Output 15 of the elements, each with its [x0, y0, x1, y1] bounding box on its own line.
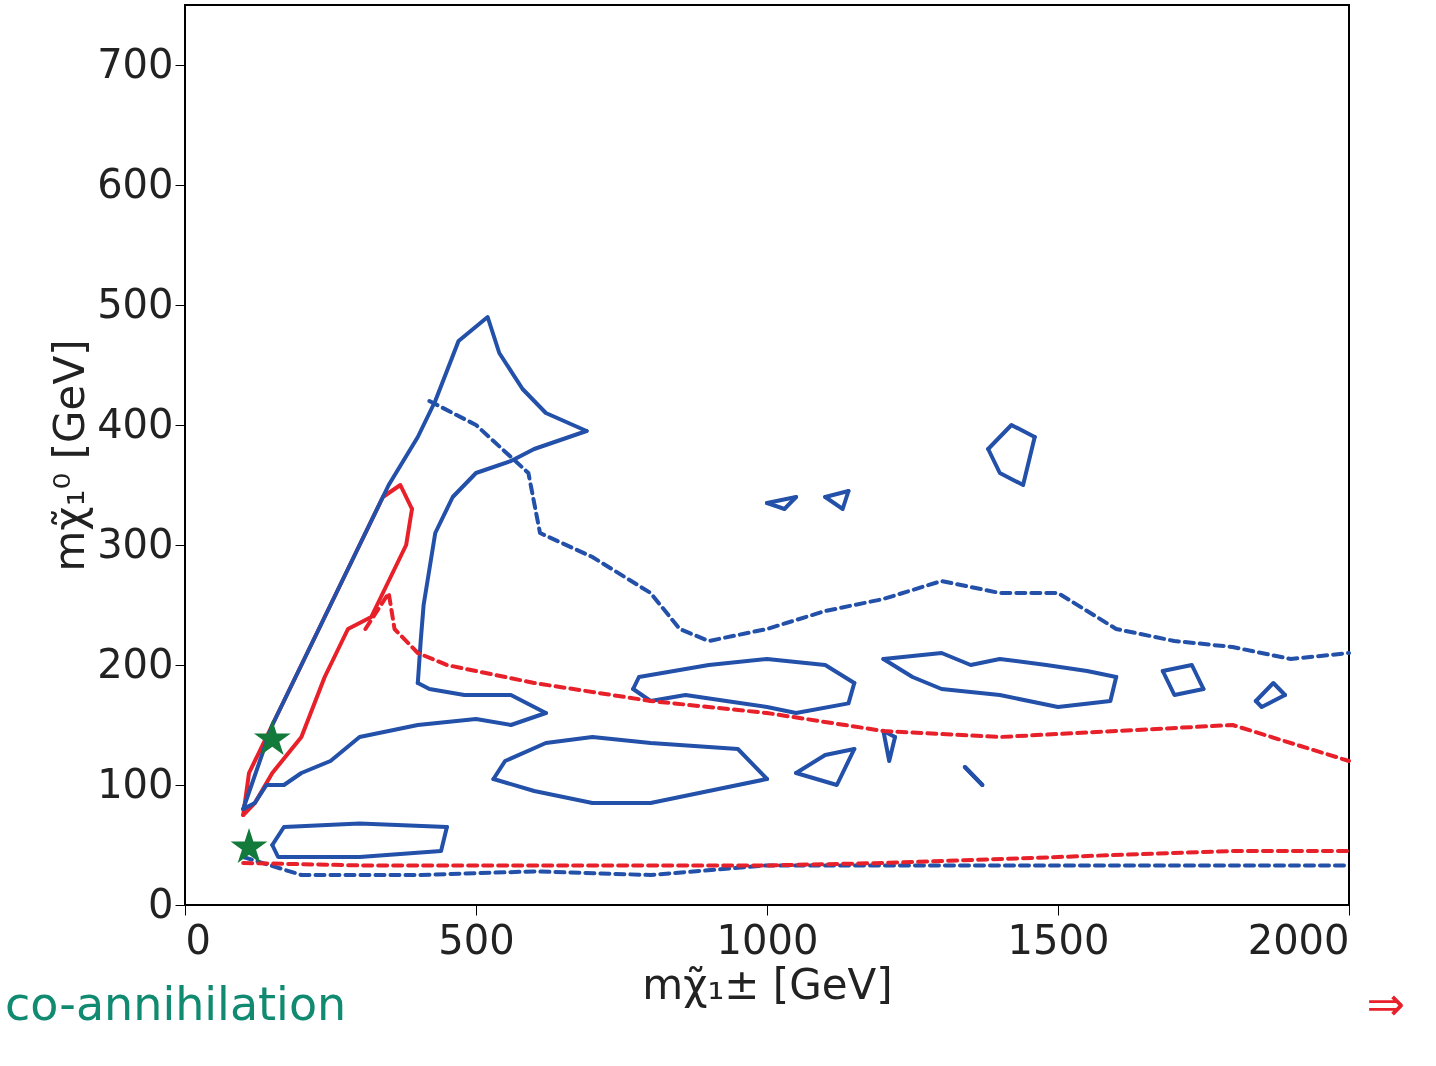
y-tick-label: 400 — [97, 400, 174, 447]
x-tick-label: 1500 — [1007, 916, 1110, 963]
y-tick-label: 100 — [97, 760, 174, 807]
y-tick-label: 0 — [148, 880, 174, 927]
x-tick-label: 0 — [185, 916, 211, 963]
text: ⇒ — [1366, 977, 1405, 1031]
y-tick-label: 700 — [97, 40, 174, 87]
y-tick-label: 500 — [97, 280, 174, 327]
x-tick-label: 2000 — [1247, 916, 1350, 963]
y-tick-label: 200 — [97, 640, 174, 687]
x-tick-label: 500 — [438, 916, 515, 963]
y-tick-label: 600 — [97, 160, 174, 207]
y-tick-label: 300 — [97, 520, 174, 567]
y-axis-title: mχ̃₁⁰ [GeV] — [45, 339, 95, 572]
text: co-annihilation — [5, 977, 347, 1031]
